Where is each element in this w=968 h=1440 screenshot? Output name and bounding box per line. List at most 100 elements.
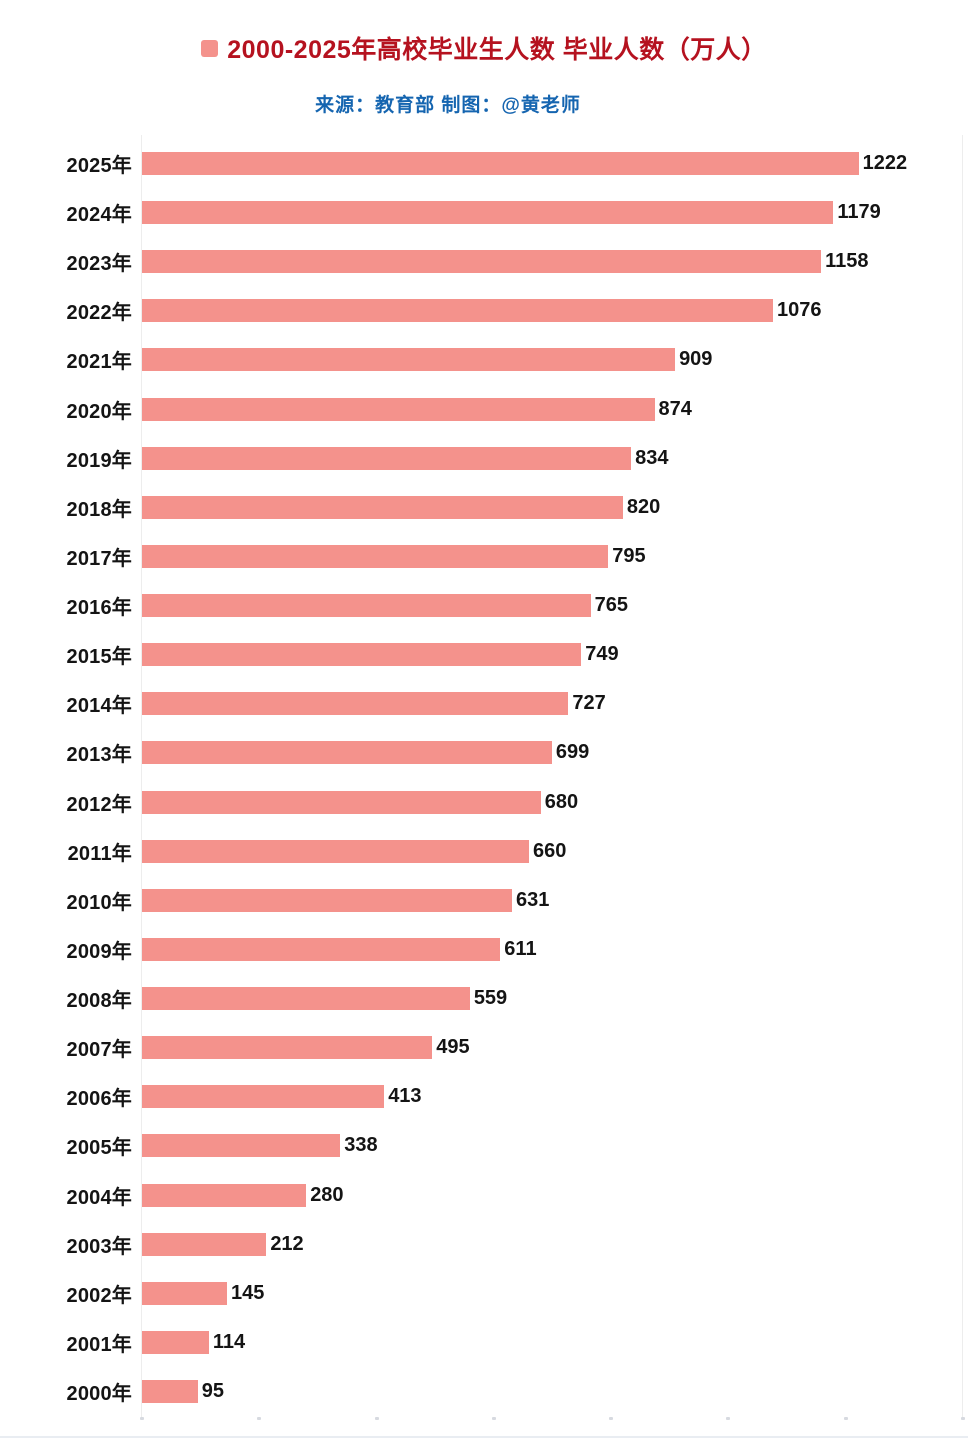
bottom-border-line <box>0 1436 968 1438</box>
value-bar <box>142 987 470 1011</box>
value-label: 631 <box>516 888 550 911</box>
chart-title-row: 2000-2025年高校毕业生人数 毕业人数（万人） <box>0 33 968 64</box>
value-bar <box>142 643 582 667</box>
value-label: 280 <box>310 1183 344 1206</box>
value-bar <box>142 1134 341 1158</box>
x-axis-tick <box>609 1417 614 1420</box>
value-bar <box>142 741 552 765</box>
bar-row: 2022年 1076 <box>0 286 968 335</box>
year-label: 2010年 <box>66 891 132 914</box>
value-label: 495 <box>436 1036 470 1059</box>
bar-row: 2020年 874 <box>0 385 968 434</box>
bar-row: 2011年 660 <box>0 827 968 876</box>
axis-left-line <box>141 135 142 1417</box>
value-bar <box>142 299 773 323</box>
year-label: 2013年 <box>66 744 132 767</box>
chart-title: 2000-2025年高校毕业生人数 毕业人数（万人） <box>227 36 767 64</box>
bar-row: 2007年 495 <box>0 1023 968 1072</box>
value-label: 727 <box>572 692 606 715</box>
year-label: 2003年 <box>66 1235 132 1258</box>
bar-row: 2010年 631 <box>0 876 968 925</box>
year-label: 2024年 <box>66 204 132 227</box>
bar-row: 2009年 611 <box>0 925 968 974</box>
bar-row: 2002年 145 <box>0 1269 968 1318</box>
bar-row: 2016年 765 <box>0 581 968 630</box>
bar-row: 2003年 212 <box>0 1220 968 1269</box>
value-bar <box>142 1232 267 1256</box>
value-label: 95 <box>201 1380 224 1402</box>
year-label: 2008年 <box>66 990 132 1013</box>
year-label: 2025年 <box>66 155 132 177</box>
value-bar <box>142 152 859 175</box>
year-label: 2005年 <box>66 1137 132 1160</box>
value-label: 1179 <box>837 201 881 224</box>
year-label: 2002年 <box>66 1284 132 1307</box>
value-label: 834 <box>635 446 669 469</box>
value-label: 114 <box>212 1330 246 1353</box>
year-label: 2009年 <box>66 940 132 963</box>
value-bar <box>142 397 655 421</box>
bar-row: 2023年 1158 <box>0 237 968 286</box>
year-label: 2019年 <box>66 449 132 472</box>
chart-subtitle: 来源：教育部 制图：@黄老师 <box>315 95 581 116</box>
value-label: 559 <box>473 987 508 1010</box>
year-label: 2023年 <box>66 253 132 276</box>
value-label: 874 <box>658 397 692 420</box>
value-label: 611 <box>504 937 537 960</box>
value-label: 1222 <box>862 152 908 174</box>
value-bar <box>142 594 591 618</box>
value-bar <box>142 1330 209 1354</box>
year-label: 2001年 <box>66 1333 132 1356</box>
value-label: 145 <box>231 1281 265 1304</box>
value-bar <box>142 839 530 863</box>
year-label: 2007年 <box>66 1039 132 1062</box>
x-axis-tick <box>843 1417 848 1420</box>
value-label: 338 <box>344 1134 378 1157</box>
value-label: 749 <box>585 643 619 666</box>
value-bar <box>142 544 609 568</box>
bar-row: 2017年 795 <box>0 532 968 581</box>
bar-row: 2015年 749 <box>0 630 968 679</box>
value-bar <box>142 1183 307 1207</box>
year-label: 2014年 <box>66 695 132 718</box>
bar-row: 2012年 680 <box>0 778 968 827</box>
value-label: 1158 <box>825 250 869 273</box>
bar-row: 2000年 95 <box>0 1367 968 1416</box>
year-label: 2018年 <box>66 498 132 521</box>
value-bar <box>142 692 569 716</box>
value-bar <box>142 201 834 225</box>
value-label: 212 <box>270 1232 304 1255</box>
year-label: 2016年 <box>66 597 132 620</box>
year-label: 2012年 <box>66 793 132 816</box>
bar-row: 2001年 114 <box>0 1318 968 1367</box>
x-axis-tick <box>961 1417 965 1420</box>
year-label: 2000年 <box>66 1383 132 1405</box>
value-bar <box>142 348 676 372</box>
value-bar <box>142 446 632 470</box>
value-bar <box>142 1281 228 1305</box>
value-bar <box>142 1085 385 1109</box>
x-axis-tick <box>491 1417 496 1420</box>
year-label: 2020年 <box>66 400 132 423</box>
bar-row: 2019年 834 <box>0 434 968 483</box>
value-bar <box>142 790 541 814</box>
x-axis-tick <box>140 1417 144 1420</box>
bar-row: 2021年 909 <box>0 335 968 384</box>
x-axis-tick <box>726 1417 731 1420</box>
value-label: 765 <box>594 594 628 617</box>
x-axis-tick <box>374 1417 379 1420</box>
x-axis-tick <box>257 1417 262 1420</box>
value-label: 680 <box>544 790 579 813</box>
year-label: 2021年 <box>66 351 132 374</box>
plot-right-border-line <box>962 135 963 1417</box>
value-label: 909 <box>679 348 713 371</box>
year-label: 2022年 <box>66 302 132 325</box>
year-label: 2006年 <box>66 1088 132 1111</box>
value-label: 660 <box>533 839 567 862</box>
bar-row: 2014年 727 <box>0 679 968 728</box>
bar-row: 2018年 820 <box>0 483 968 532</box>
year-label: 2015年 <box>66 646 132 669</box>
value-bar <box>142 888 513 912</box>
bar-row: 2005年 338 <box>0 1121 968 1170</box>
